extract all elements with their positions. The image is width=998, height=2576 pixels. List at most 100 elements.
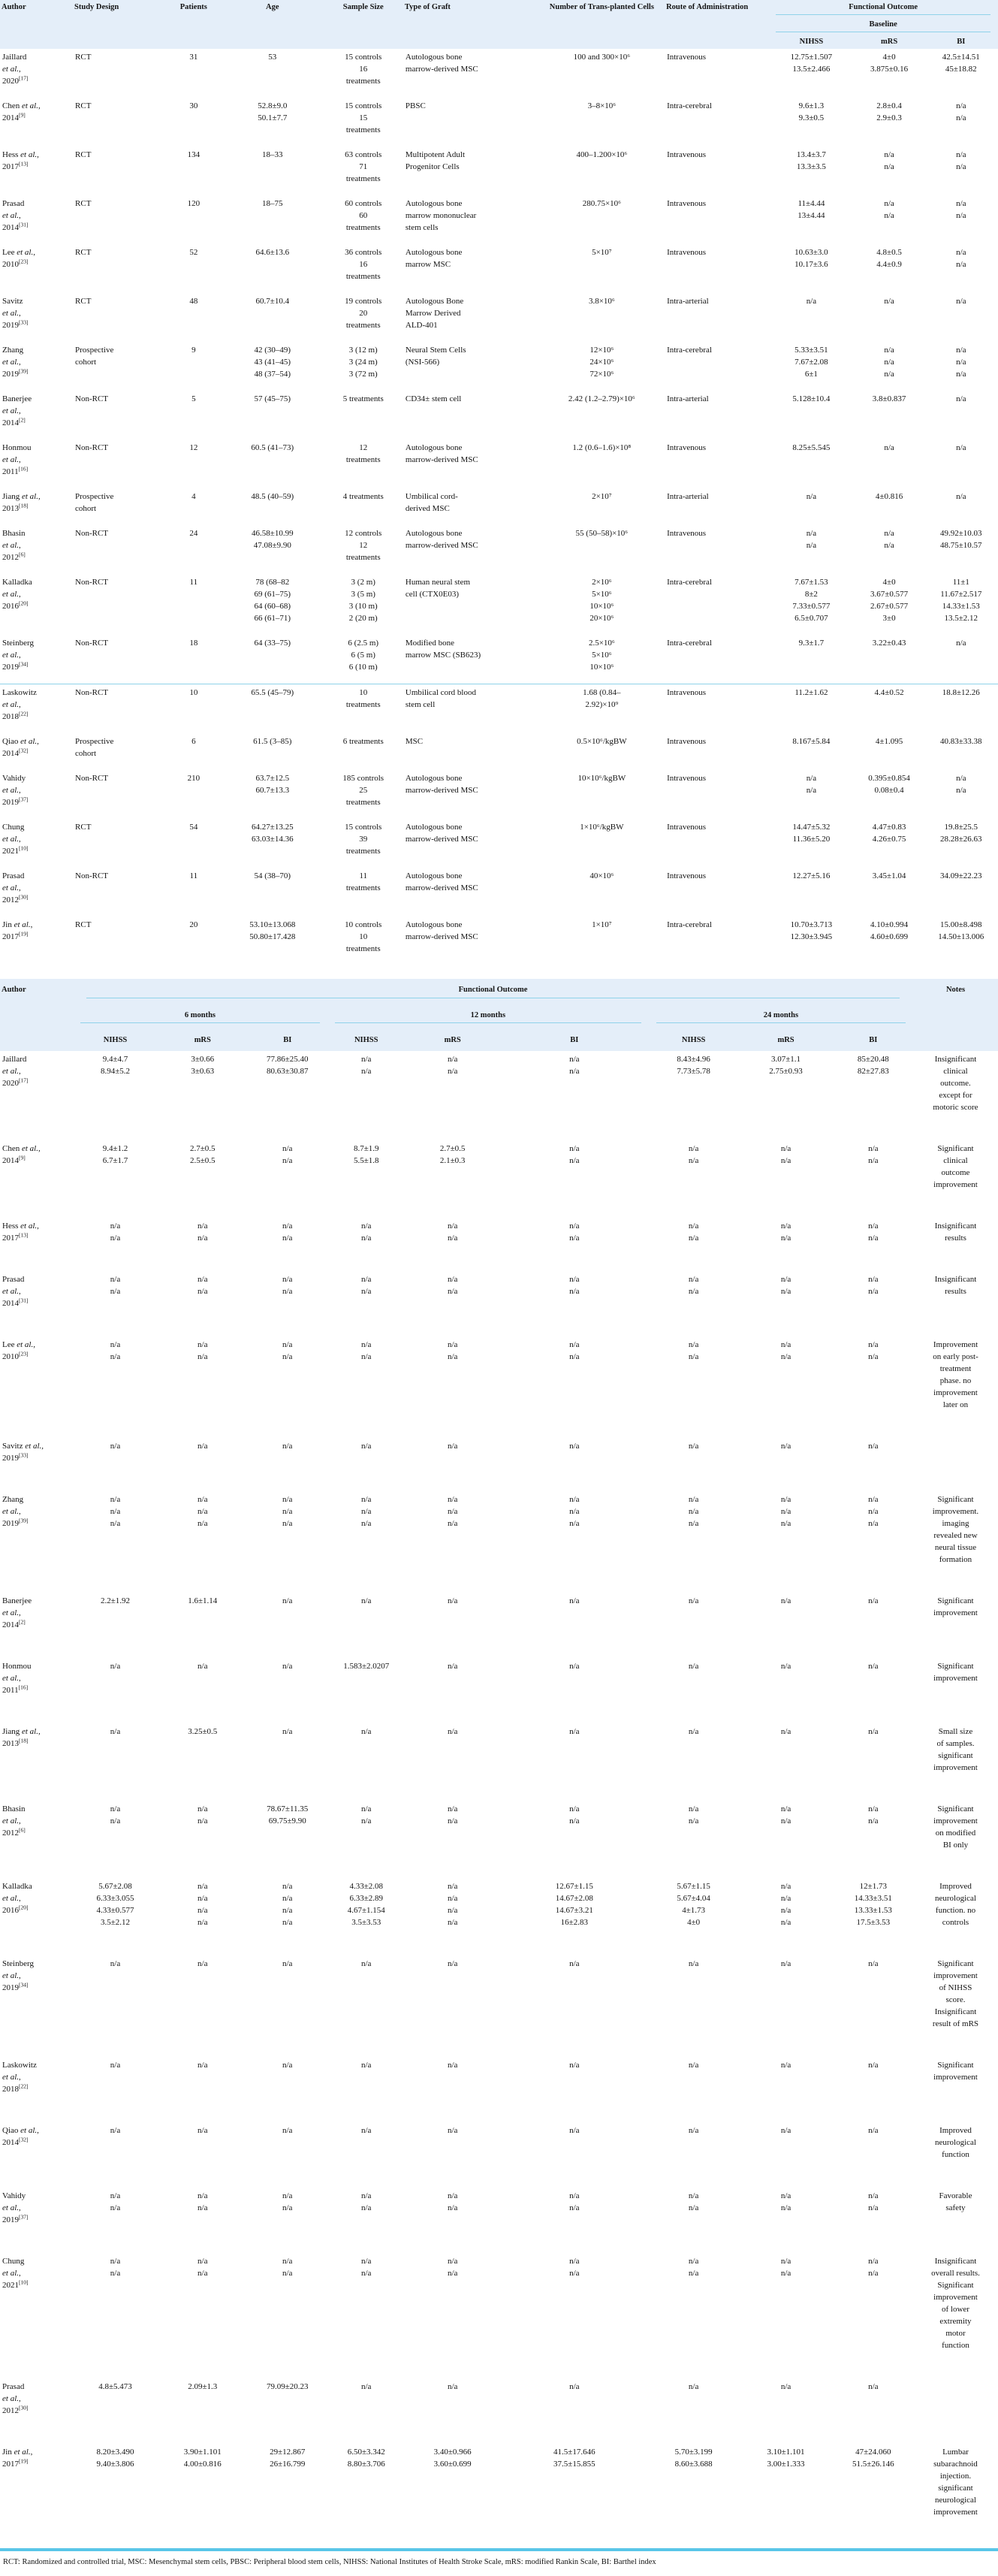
- cell-nihss12: n/a n/a n/a: [360, 1495, 372, 1528]
- cell-bi24: n/a n/a: [868, 1804, 879, 1826]
- table-row: Jiang et al., 2013[18] n/a 3.25±0.5 n/a n/a n/…: [0, 1723, 998, 1801]
- cell-mrs24: n/a n/a: [780, 1222, 791, 1243]
- cell-patients: 11: [189, 871, 198, 880]
- cell-bi12: n/a: [569, 2126, 580, 2135]
- cell-mrs6: n/a: [197, 2126, 208, 2135]
- cell-bi: n/a n/a: [956, 101, 966, 122]
- cell-mrs12: n/a n/a n/a: [447, 1495, 458, 1528]
- cell-cells: 0.5×10⁶/kgBW: [577, 737, 627, 746]
- cell-nihss: 11±4.44 13±4.44: [797, 199, 825, 220]
- col-header-6-months: 6 months: [73, 1004, 327, 1029]
- cell-nihss: 11.2±1.62: [768, 684, 855, 733]
- cell-age: 65.5 (45–79): [222, 684, 324, 733]
- cell-author: Zhang et al., 2019[39]: [2, 346, 29, 379]
- cell-nihss24: n/a: [688, 2061, 699, 2070]
- cell-sample: 36 controls 16 treatments: [345, 248, 382, 281]
- cell-mrs: 4±0 3.67±0.577 2.67±0.577 3±0: [870, 578, 909, 623]
- cell-notes: Improved neurological function. no controls: [935, 1882, 976, 1927]
- cell-nihss24: n/a n/a: [688, 1144, 699, 1165]
- cell-nihss24: n/a n/a: [688, 1275, 699, 1296]
- cell-route: Intra-cerebral: [667, 639, 712, 648]
- cell-bi12: 41.5±17.646 37.5±15.855: [553, 2448, 595, 2469]
- cell-sample: 6 treatments: [342, 737, 384, 746]
- table-row: Jin et al., 2017[19] RCT 20 53.10±13.068 50.8…: [0, 917, 998, 965]
- table-row: Bhasin et al., 2012[6] Non-RCT 24 46.58±10.99…: [0, 525, 998, 574]
- cell-mrs24: n/a n/a: [780, 1340, 791, 1361]
- cell-graft: CD34± stem cell: [405, 394, 462, 403]
- cell-author: Jin et al., 2017[19]: [2, 920, 33, 941]
- cell-author: Steinberg et al., 2019[34]: [2, 639, 34, 672]
- cell-notes: Insignificant results: [934, 1275, 977, 1296]
- cell-notes: Significant clinical outcome improvement: [933, 1144, 978, 1189]
- col-header-author2: Author: [0, 979, 74, 1051]
- cell-bi24: n/a n/a: [868, 1275, 879, 1296]
- cell-notes: Insignificant clinical outcome. except for m…: [933, 1055, 978, 1112]
- cell-nihss12: 1.583±2.0207: [343, 1662, 390, 1671]
- cell-nihss12: n/a n/a: [360, 2257, 372, 2278]
- cell-mrs: 4.10±0.994 4.60±0.699: [870, 920, 909, 941]
- cell-bi12: n/a: [569, 1442, 580, 1451]
- cell-patients: 134: [187, 150, 201, 159]
- cell-bi24: n/a: [868, 1596, 879, 1605]
- cell-bi: n/a: [956, 492, 966, 501]
- cell-bi12: n/a n/a: [569, 1275, 580, 1296]
- col-header-bi-12m: BI: [499, 1029, 649, 1051]
- cell-bi: 40.83±33.38: [940, 737, 982, 746]
- cell-sample: 6 (2.5 m) 6 (5 m) 6 (10 m): [348, 639, 379, 672]
- cell-nihss24: n/a: [688, 2126, 699, 2135]
- cell-author: Qiao et al., 2014[32]: [2, 2126, 39, 2147]
- functional-outcome-label2: Functional Outcome: [86, 985, 900, 998]
- cell-bi: 42.5±14.51 45±18.82: [942, 53, 980, 74]
- cell-route: Intra-cerebral: [667, 920, 712, 929]
- cell-design: Non-RCT: [75, 443, 109, 452]
- col-header-mrs-12m: mRS: [405, 1029, 500, 1051]
- cell-cells: 55 (50–58)×10⁶: [575, 529, 629, 538]
- cell-mrs12: n/a: [447, 2061, 458, 2070]
- cell-mrs24: n/a n/a: [780, 2191, 791, 2212]
- cell-mrs12: n/a: [447, 1959, 458, 1968]
- cell-nihss: 8.167±5.84: [792, 737, 831, 746]
- cell-bi12: n/a n/a: [569, 1055, 580, 1076]
- cell-notes: Significant improvement. imaging revealed n…: [932, 1495, 979, 1564]
- cell-bi6: n/a: [282, 1959, 293, 1968]
- table-row: Vahidy et al., 2019[37] n/a n/a n/a n/a n/a n/a n…: [0, 2188, 998, 2253]
- cell-sample: 185 controls 25 treatments: [342, 774, 384, 807]
- cell-patients: 6: [191, 737, 196, 746]
- cell-author: Savitz et al., 2019[33]: [2, 1442, 44, 1463]
- cell-cells: 280.75×10⁶: [582, 199, 621, 208]
- twentyfour-months-label: 24 months: [656, 1010, 906, 1023]
- cell-nihss24: 5.67±1.15 5.67±4.04 4±1.73 4±0: [677, 1882, 710, 1927]
- cell-patients: 52: [189, 248, 198, 257]
- cell-bi: n/a: [956, 443, 966, 452]
- cell-notes: Significant improvement of NIHSS score. Insi…: [932, 1959, 979, 2028]
- cell-author: Steinberg et al., 2019[34]: [2, 1959, 34, 1992]
- cell-bi6: n/a n/a: [282, 1340, 293, 1361]
- cell-route: Intravenous: [667, 53, 707, 62]
- cell-patients: 5: [191, 394, 196, 403]
- cell-mrs6: n/a: [197, 1662, 208, 1671]
- table-row: Savitz et al., 2019[33] RCT 48 60.7±10.4 19 co…: [0, 293, 998, 342]
- cell-age: 18–75: [262, 199, 283, 208]
- cell-mrs12: 2.7±0.5 2.1±0.3: [439, 1144, 466, 1165]
- cell-route: Intra-arterial: [667, 297, 709, 306]
- cell-bi: n/a: [956, 297, 966, 306]
- cell-nihss6: n/a n/a n/a: [110, 1495, 121, 1528]
- table-row: Steinberg et al., 2019[34] n/a n/a n/a n/a n/a n…: [0, 1955, 998, 2057]
- cell-patients: 120: [187, 199, 201, 208]
- cell-route: Intravenous: [667, 248, 707, 257]
- table-row: Zhang et al., 2019[39] n/a n/a n/a n/a n/a n/a n/…: [0, 1491, 998, 1593]
- cell-design: Prospective cohort: [75, 346, 114, 367]
- col-header-mrs-baseline: mRS: [854, 35, 924, 49]
- cell-mrs6: n/a n/a: [197, 2191, 208, 2212]
- cell-bi6: n/a n/a: [282, 1275, 293, 1296]
- cell-author: Laskowitz et al., 2018[22]: [0, 684, 74, 733]
- table-row: Chung et al., 2021[10] RCT 54 64.27±13.25 63.0…: [0, 819, 998, 868]
- cell-author: Prasad et al., 2012[30]: [2, 2382, 29, 2415]
- cell-nihss6: n/a: [110, 1727, 121, 1736]
- cell-notes: Significant improvement: [933, 1596, 978, 1617]
- cell-graft: Autologous Bone Marrow Derived ALD-401: [405, 297, 464, 330]
- cell-mrs12: n/a: [447, 1662, 458, 1671]
- cell-nihss6: 9.4±1.2 6.7±1.7: [102, 1144, 128, 1165]
- cell-design: RCT: [75, 248, 92, 257]
- cell-design: Non-RCT: [75, 394, 109, 403]
